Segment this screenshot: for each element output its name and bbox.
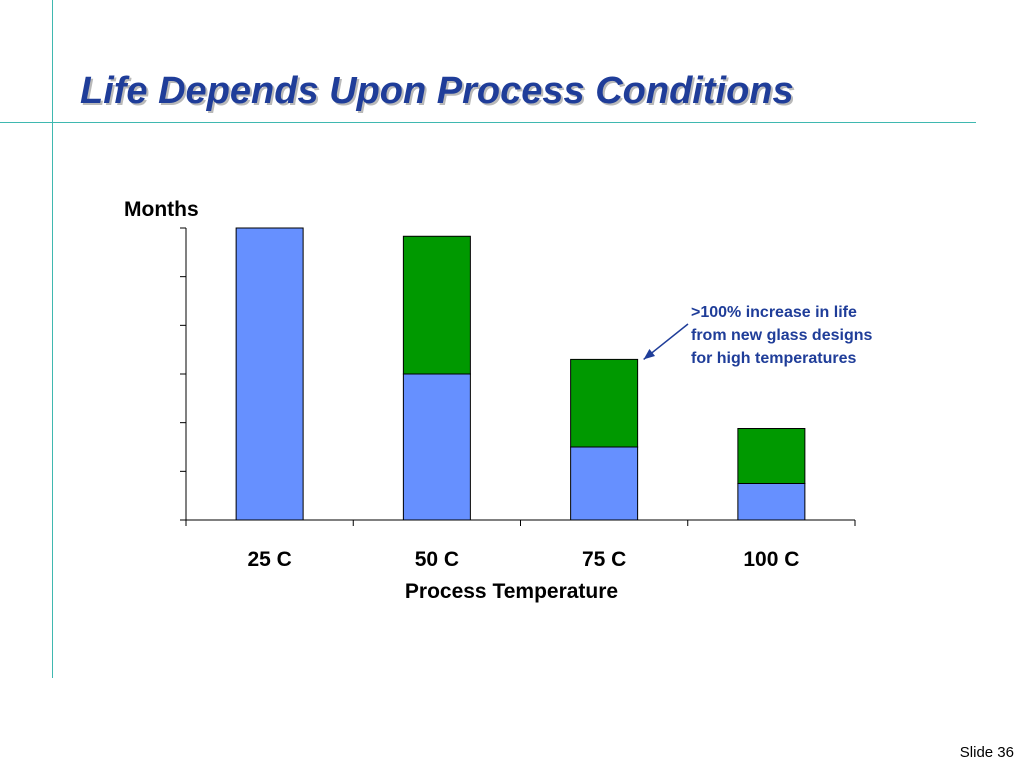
x-tick-label: 100 C <box>743 548 799 571</box>
horizontal-rule <box>0 122 976 123</box>
bar-base-life <box>570 446 639 521</box>
slide-number: Slide 36 <box>959 744 1014 761</box>
bar-base-life <box>235 227 304 521</box>
bar-base-life <box>402 373 471 521</box>
bar-life-increase <box>737 428 806 484</box>
annotation-text-line: from new glass designs <box>691 327 872 344</box>
y-axis-title: Months <box>124 198 199 221</box>
annotation-text-line: for high temperatures <box>691 350 856 367</box>
bar-base-life <box>737 483 806 521</box>
vertical-rule <box>52 0 53 678</box>
annotation-text-line: >100% increase in life <box>691 304 857 321</box>
bar-life-increase <box>570 358 639 448</box>
x-tick-label: 50 C <box>415 548 459 571</box>
bar-life-increase <box>402 235 471 375</box>
x-tick-label: 75 C <box>582 548 626 571</box>
annotation-arrowhead <box>643 349 656 360</box>
x-axis-title: Process Temperature <box>405 580 618 603</box>
slide-title: Life Depends Upon Process Conditions <box>80 70 794 112</box>
x-tick-label: 25 C <box>247 548 291 571</box>
